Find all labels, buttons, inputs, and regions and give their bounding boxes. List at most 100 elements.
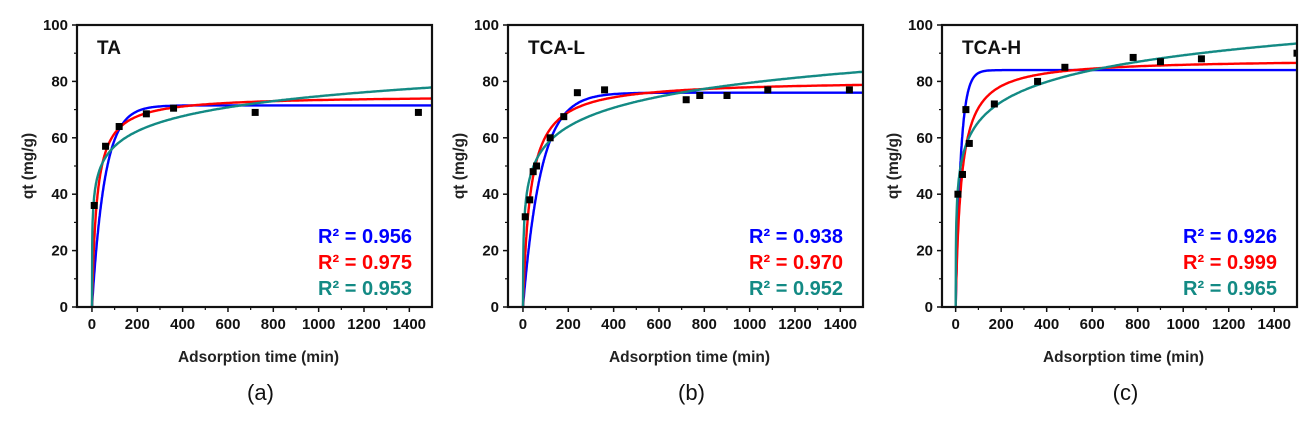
panel-title: TCA-H — [962, 38, 1021, 59]
pso-r2-label: R² = 0.970 — [749, 252, 843, 274]
panel-caption: (c) — [1113, 380, 1139, 405]
x-tick-label: 0 — [519, 316, 527, 333]
x-tick-label: 1400 — [1258, 316, 1291, 333]
y-tick-label: 80 — [916, 73, 933, 90]
data-point — [1197, 55, 1205, 63]
data-point — [529, 168, 537, 176]
y-tick-label: 40 — [51, 186, 68, 203]
y-tick-label: 20 — [51, 243, 68, 260]
x-tick-label: 200 — [989, 316, 1014, 333]
chart-panel-c: 0 200 400 600 800 1000 1200 1400 0 20 40 60 80 100 TCA… — [885, 17, 1299, 405]
x-tick-label: 400 — [1034, 316, 1059, 333]
plot-area — [954, 42, 1297, 307]
x-tick-label: 1400 — [824, 316, 857, 333]
data-point — [560, 113, 568, 121]
data-point — [142, 110, 150, 118]
x-tick-label: 1200 — [1212, 316, 1245, 333]
x-axis-label: Adsorption time (min) — [609, 349, 770, 366]
chart-panel-b: 0 200 400 600 800 1000 1200 1400 0 20 40 60 80 100 TCA… — [451, 17, 865, 405]
y-tick-label: 100 — [908, 17, 933, 34]
plot-area — [521, 70, 863, 307]
y-tick-label: 20 — [482, 243, 499, 260]
data-point — [102, 142, 110, 150]
x-tick-label: 1200 — [778, 316, 811, 333]
data-point — [251, 108, 259, 116]
data-point — [845, 86, 853, 94]
data-point — [1129, 53, 1137, 61]
panel-title: TA — [97, 38, 121, 59]
pfo-fit-line — [521, 91, 863, 307]
pfo-r2-label: R² = 0.938 — [749, 226, 843, 248]
elovich-r2-label: R² = 0.953 — [318, 278, 412, 300]
y-tick-label: 60 — [916, 130, 933, 147]
data-point — [1156, 58, 1164, 66]
pso-fit-line — [90, 97, 432, 307]
elovich-r2-label: R² = 0.952 — [749, 278, 843, 300]
y-tick-label: 80 — [51, 73, 68, 90]
pso-fit-line — [954, 61, 1297, 307]
x-tick-label: 800 — [261, 316, 286, 333]
data-point — [414, 108, 422, 116]
data-point — [546, 134, 554, 142]
data-point — [682, 96, 690, 104]
x-tick-label: 600 — [1080, 316, 1105, 333]
y-tick-label: 0 — [925, 299, 933, 316]
plot-frame — [940, 23, 1299, 309]
elovich-fit-line — [90, 86, 432, 307]
data-point — [954, 190, 962, 198]
x-tick-label: 1200 — [347, 316, 380, 333]
data-point — [573, 89, 581, 97]
pfo-fit-line — [90, 104, 432, 307]
panel-title: TCA-L — [528, 38, 585, 59]
x-tick-label: 0 — [951, 316, 959, 333]
pfo-r2-label: R² = 0.926 — [1183, 226, 1277, 248]
y-tick-label: 100 — [43, 17, 68, 34]
y-tick-label: 100 — [474, 17, 499, 34]
x-tick-label: 200 — [125, 316, 150, 333]
data-point — [990, 100, 998, 108]
x-tick-label: 1400 — [393, 316, 426, 333]
x-tick-label: 1000 — [733, 316, 766, 333]
y-tick-label: 40 — [482, 186, 499, 203]
data-point — [170, 104, 178, 112]
data-point — [521, 213, 529, 221]
data-point — [90, 201, 98, 209]
y-tick-label: 20 — [916, 243, 933, 260]
x-tick-label: 400 — [170, 316, 195, 333]
chart-panel-a: 0 200 400 600 800 1000 1200 1400 0 20 40 60 80 100 TA R… — [20, 17, 434, 405]
data-point — [958, 170, 966, 178]
data-point — [962, 106, 970, 114]
x-tick-label: 800 — [1125, 316, 1150, 333]
data-point — [526, 196, 534, 204]
x-tick-label: 400 — [601, 316, 626, 333]
y-axis-label: qt (mg/g) — [885, 133, 902, 199]
data-point — [1293, 49, 1297, 57]
panel-caption: (a) — [247, 380, 274, 405]
data-point — [764, 86, 772, 94]
plot-frame — [506, 23, 865, 309]
y-tick-label: 60 — [51, 130, 68, 147]
x-tick-label: 200 — [556, 316, 581, 333]
y-axis-label: qt (mg/g) — [451, 133, 468, 199]
plot-frame — [75, 23, 434, 309]
x-tick-label: 0 — [88, 316, 96, 333]
data-point — [1034, 77, 1042, 85]
y-axis-label: qt (mg/g) — [20, 133, 37, 199]
data-point — [696, 92, 704, 99]
pso-r2-label: R² = 0.975 — [318, 252, 412, 274]
y-tick-label: 60 — [482, 130, 499, 147]
data-point — [533, 162, 541, 170]
data-point — [601, 86, 609, 94]
y-tick-label: 0 — [60, 299, 68, 316]
y-tick-label: 0 — [491, 299, 499, 316]
elovich-fit-line — [521, 70, 863, 307]
pfo-r2-label: R² = 0.956 — [318, 226, 412, 248]
elovich-r2-label: R² = 0.965 — [1183, 278, 1277, 300]
elovich-fit-line — [954, 42, 1297, 307]
x-axis-label: Adsorption time (min) — [1043, 349, 1204, 366]
y-tick-label: 40 — [916, 186, 933, 203]
x-tick-label: 600 — [215, 316, 240, 333]
data-point — [723, 92, 731, 99]
plot-area — [90, 86, 432, 307]
